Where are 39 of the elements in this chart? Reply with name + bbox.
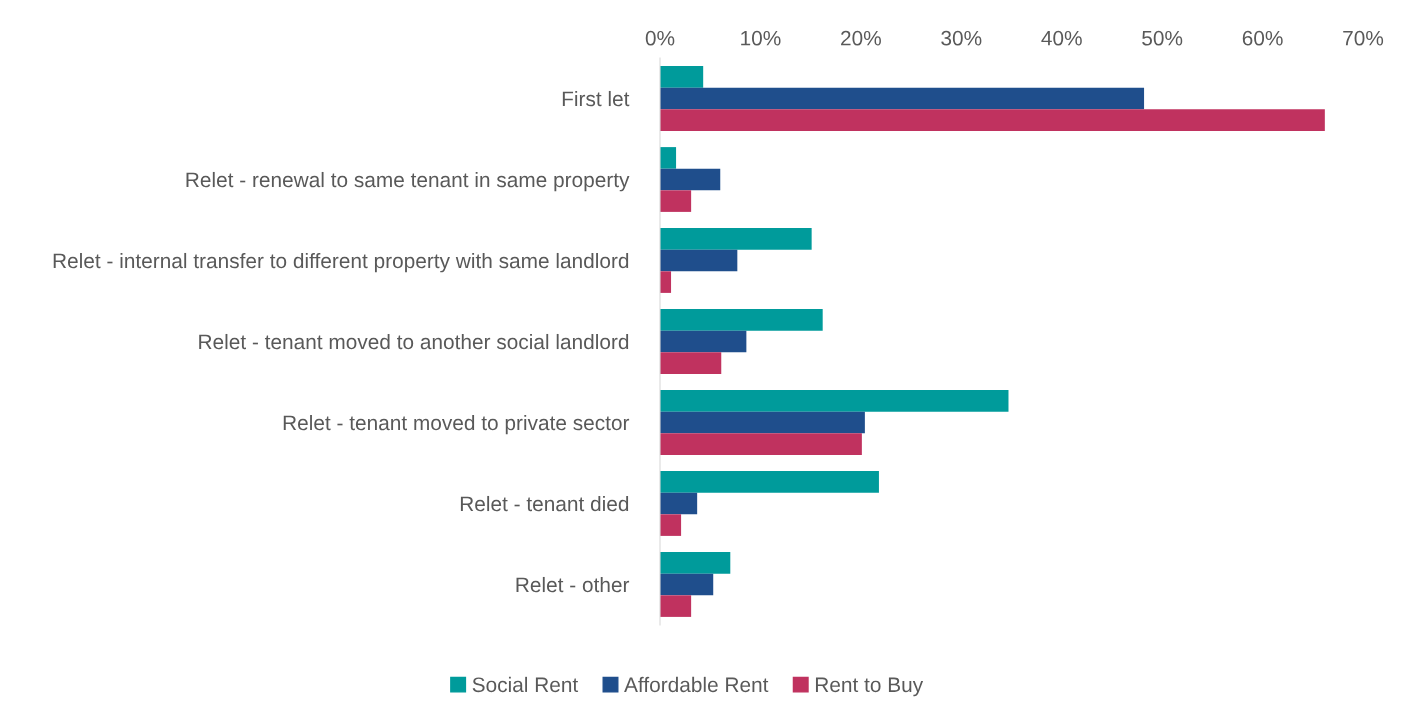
bar bbox=[660, 87, 1145, 110]
x-tick-label: 40% bbox=[1041, 30, 1082, 46]
y-tick-label: First let bbox=[562, 90, 630, 107]
bar bbox=[660, 271, 672, 293]
bar bbox=[660, 168, 721, 191]
bar bbox=[660, 109, 1325, 131]
y-tick-label: Relet - internal transfer to different property with same landlord bbox=[53, 252, 629, 273]
legend-label: Affordable Rent bbox=[624, 676, 769, 693]
x-tick-label: 70% bbox=[1343, 30, 1384, 46]
bar bbox=[660, 492, 698, 515]
bar bbox=[660, 330, 747, 353]
bar bbox=[660, 309, 823, 331]
bar bbox=[660, 352, 722, 374]
bar bbox=[660, 433, 862, 455]
x-tick-label: 30% bbox=[941, 30, 982, 46]
bar bbox=[660, 147, 677, 169]
bar bbox=[660, 249, 738, 272]
bar bbox=[660, 228, 812, 250]
bar bbox=[660, 573, 714, 596]
bar bbox=[660, 66, 704, 88]
y-tick-label: Relet - other bbox=[516, 576, 630, 593]
bar bbox=[660, 514, 682, 536]
x-tick-label: 50% bbox=[1142, 30, 1183, 46]
x-tick-label: 0% bbox=[645, 30, 675, 46]
bar bbox=[660, 411, 865, 434]
legend-label: Rent to Buy bbox=[815, 677, 924, 697]
y-tick-label: Relet - tenant moved to private sector bbox=[283, 414, 630, 435]
x-tick-label: 20% bbox=[841, 30, 881, 46]
legend-label: Social Rent bbox=[472, 676, 579, 693]
bar bbox=[660, 390, 1009, 412]
bar bbox=[660, 471, 879, 493]
x-tick-label: 10% bbox=[741, 30, 781, 46]
bar bbox=[660, 552, 731, 574]
x-tick-label: 60% bbox=[1242, 30, 1283, 46]
bar bbox=[660, 190, 692, 212]
y-tick-label: Relet - tenant died bbox=[460, 495, 629, 512]
bar bbox=[660, 595, 692, 617]
y-tick-label: Relet - renewal to same tenant in same property bbox=[186, 171, 630, 192]
y-tick-label: Relet - tenant moved to another social landlord bbox=[199, 333, 629, 350]
